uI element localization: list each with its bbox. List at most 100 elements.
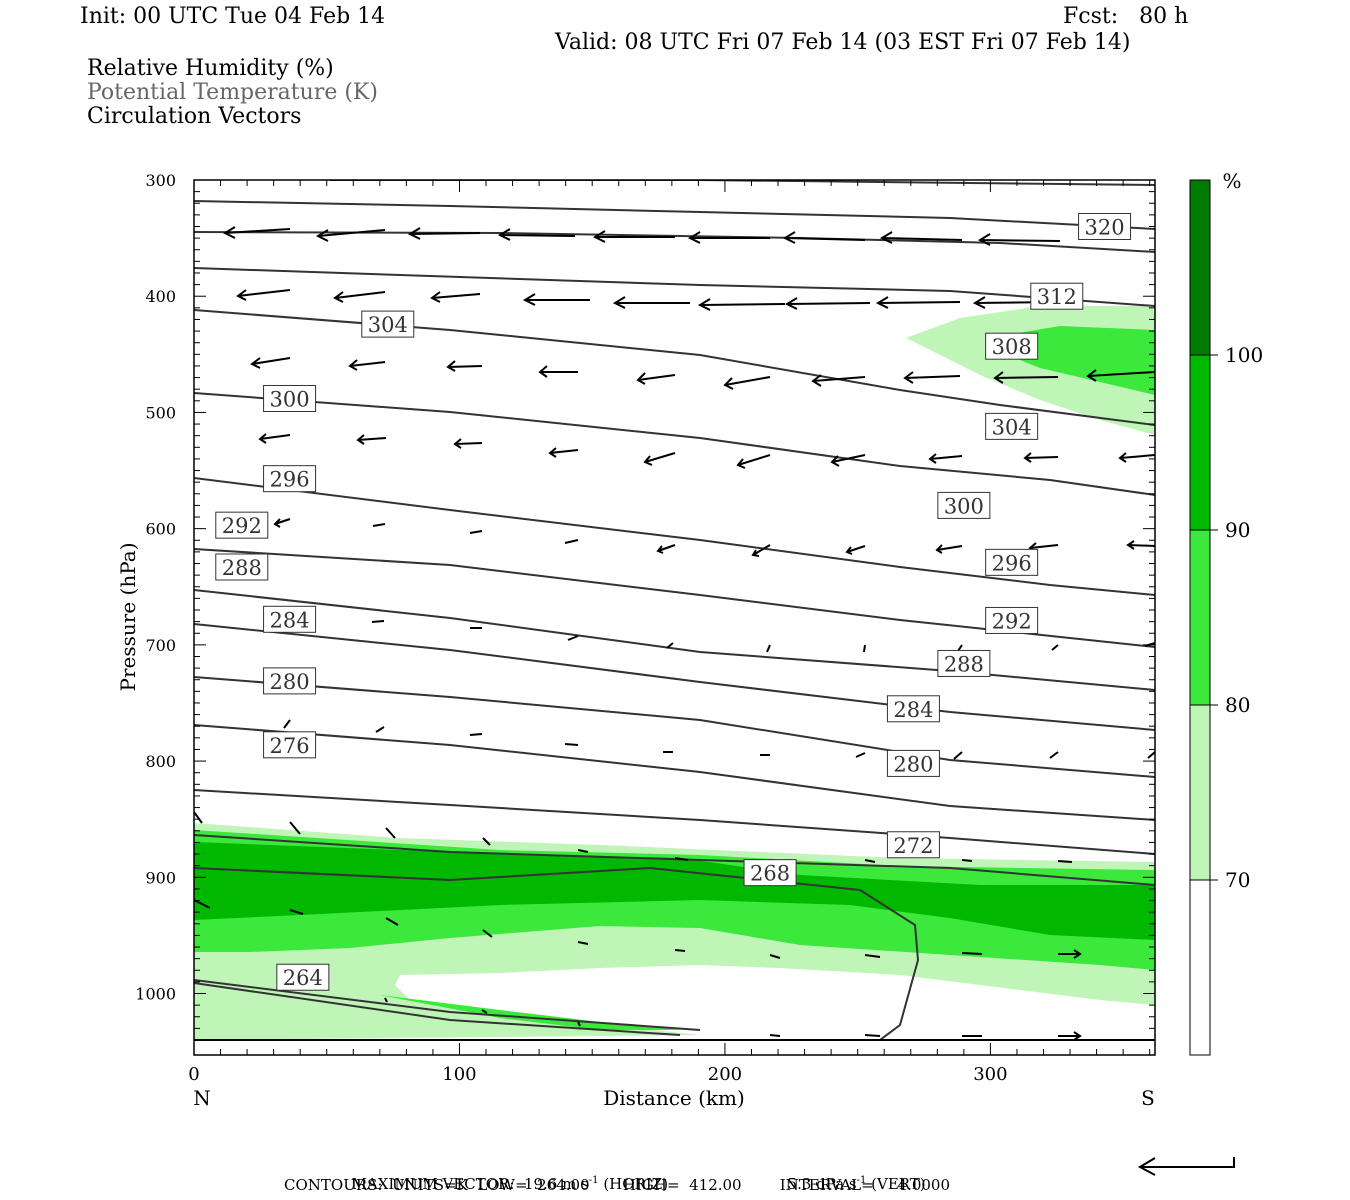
vert-exponent: -1 [856, 1175, 867, 1186]
contour-label-box [985, 332, 1039, 360]
contour-label-box [263, 605, 317, 633]
y-tick-label: 600 [145, 520, 176, 539]
max-vector-label: MAXIMUM VECTOR: [351, 1175, 515, 1193]
contour-label: 304 [361, 310, 415, 338]
contour-label: 320 [1078, 212, 1132, 240]
contour-label: 300 [263, 384, 317, 412]
contour-label-box [937, 491, 991, 519]
contour-label-box [1030, 282, 1084, 310]
contour-label: 288 [215, 553, 269, 581]
reference-vector [1137, 1157, 1235, 1176]
init-time: Init: 00 UTC Tue 04 Feb 14 [80, 4, 386, 29]
x-tick-label: 100 [442, 1064, 476, 1085]
contour-label-box [743, 859, 797, 887]
contour-label-text: 280 [270, 670, 310, 694]
contours-info: CONTOURS: UNITS=K LOW= 264.00 HIGH= 412.… [284, 1176, 950, 1194]
colorbar-label-70: 70 [1225, 868, 1250, 892]
isentrope-288 [194, 623, 1155, 731]
isentrope-300 [194, 477, 1155, 596]
field-vectors-label: Circulation Vectors [87, 104, 302, 129]
colorbar-80 [1190, 530, 1210, 705]
contour-label-text: 320 [1085, 215, 1125, 239]
contour-label: 312 [1030, 282, 1084, 310]
vert-value: 5.3 dPa s [787, 1175, 857, 1193]
x-tick-label: 300 [973, 1064, 1007, 1085]
contour-label-text: 308 [992, 335, 1032, 359]
isentrope-268-bend [859, 889, 920, 1041]
max-vector-line: MAXIMUM VECTOR: 19.6 m s-1 (HORIZ) [342, 1157, 669, 1193]
vert-vector-line: 5.3 dPa s-1 (VERT) [778, 1157, 926, 1193]
isentrope-292 [194, 589, 1155, 691]
isentrope-320-a [330, 180, 1155, 186]
contour-label-box [886, 831, 940, 859]
contour-label-box [985, 548, 1039, 576]
contour-label-box [263, 731, 317, 759]
contour-label-box [215, 553, 269, 581]
contour-label-text: 296 [992, 551, 1032, 575]
contour-label: 284 [263, 605, 317, 633]
contour-label-box [886, 695, 940, 723]
isentrope-320 [194, 200, 1155, 230]
contour-label-box [276, 963, 330, 991]
x-end-north: N [193, 1086, 211, 1110]
axis-ticks [194, 179, 1155, 1055]
y-tick-label: 700 [145, 636, 176, 655]
horiz-exponent: -1 [588, 1175, 599, 1186]
isentrope-312 [194, 267, 1155, 307]
contour-label-box [263, 667, 317, 695]
contour-label: 296 [985, 548, 1039, 576]
isentrope-304 [194, 392, 1155, 496]
contour-label-text: 300 [944, 494, 984, 518]
contour-label-text: 288 [944, 652, 984, 676]
contour-label-text: 284 [893, 698, 933, 722]
colorbar-100 [1190, 180, 1210, 355]
contour-label: 304 [985, 412, 1039, 440]
isentrope-296 [194, 548, 1155, 648]
plot-frame [193, 179, 1156, 1056]
x-tick-labels: 0 100 200 300 [188, 1064, 1007, 1085]
isentrope-280 [194, 724, 1155, 821]
contour-label-box [886, 749, 940, 777]
contour-labels: 320 312 304 308 300 304 296 300 292 296 288 284 292 2… [215, 212, 1132, 991]
contour-label: 308 [985, 332, 1039, 360]
x-tick-label: 0 [188, 1064, 199, 1085]
x-axis-label: Distance (km) [603, 1086, 745, 1110]
rh-shading [194, 306, 1155, 1040]
horiz-value: 19.6 m s [523, 1175, 589, 1193]
contour-label: 280 [263, 667, 317, 695]
x-end-south: S [1141, 1086, 1155, 1110]
field-rh-label: Relative Humidity (%) [87, 56, 334, 81]
contour-label-text: 300 [270, 387, 310, 411]
contour-label-box [1078, 212, 1132, 240]
contour-label-box [937, 649, 991, 677]
isentrope-272 [194, 834, 1155, 886]
contour-label-text: 264 [283, 966, 323, 990]
contour-label: 292 [215, 511, 269, 539]
contour-label-text: 288 [222, 556, 262, 580]
x-tick-label: 200 [708, 1064, 742, 1085]
contour-label-text: 296 [270, 468, 310, 492]
contour-label: 300 [937, 491, 991, 519]
colorbar: % 100 90 80 70 [1189, 169, 1263, 1056]
colorbar-label-80: 80 [1225, 693, 1250, 717]
valid-time: Valid: 08 UTC Fri 07 Feb 14 (03 EST Fri … [555, 30, 1131, 55]
contour-label: 284 [886, 695, 940, 723]
contour-label-box [215, 511, 269, 539]
y-axis-label: Pressure (hPa) [116, 543, 140, 692]
contour-label-box [263, 465, 317, 493]
colorbar-label-100: 100 [1225, 343, 1263, 367]
isentrope-264-b [194, 982, 681, 1036]
contour-label-text: 272 [893, 834, 933, 858]
y-tick-label: 800 [145, 752, 176, 771]
isentrope-276 [194, 789, 1155, 855]
forecast-hour: Fcst: 80 h [1063, 4, 1189, 29]
y-tick-label: 500 [145, 403, 176, 422]
contour-label: 264 [276, 963, 330, 991]
colorbar-70 [1190, 705, 1210, 880]
contour-label-box [361, 310, 415, 338]
isentrope-284 [194, 676, 1155, 778]
contour-label: 288 [937, 649, 991, 677]
vert-unit: (VERT) [871, 1175, 926, 1193]
y-tick-label: 1000 [135, 985, 176, 1004]
